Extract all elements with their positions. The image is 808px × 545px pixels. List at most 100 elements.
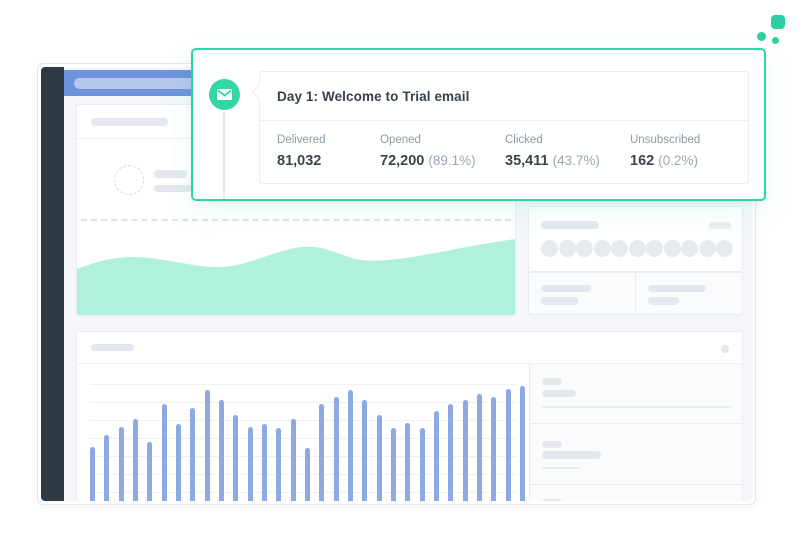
bar [118, 427, 124, 501]
bar [448, 404, 454, 501]
avatar-dot [681, 240, 698, 257]
stat-label: Unsubscribed [630, 134, 701, 146]
bar [476, 394, 482, 501]
decor-dot-small-icon [772, 37, 779, 44]
stat-label: Opened [380, 134, 421, 146]
decor-square-icon [771, 15, 785, 29]
gridline [90, 456, 517, 457]
skeleton-text-pill [154, 170, 187, 178]
skeleton-action-pill [709, 222, 731, 229]
stat-number: 162 [630, 153, 655, 169]
bar [233, 415, 239, 501]
bar [276, 428, 282, 501]
bar [491, 397, 497, 501]
gridline [90, 474, 517, 475]
bar [333, 397, 339, 501]
stat-cells-row [528, 272, 743, 315]
stat-number: 35,411 [505, 153, 549, 169]
avatar-dot [716, 240, 733, 257]
decor-dot-large-icon [757, 32, 766, 41]
bar [147, 442, 153, 501]
bar [433, 411, 439, 501]
stat-cell [528, 272, 636, 315]
bar [304, 448, 310, 501]
bar [319, 404, 325, 501]
skeleton-text-pill [542, 378, 562, 385]
stat-col-clicked: Clicked 35,411 (43.7%) [505, 134, 630, 169]
skeleton-title-pill [91, 118, 168, 126]
email-stats-popover: Day 1: Welcome to Trial email Delivered 8… [191, 48, 766, 201]
email-title: Day 1: Welcome to Trial email [277, 88, 470, 104]
avatar-dots-row [541, 240, 733, 257]
skeleton-rule [542, 406, 731, 408]
bar [419, 428, 425, 501]
bar [290, 419, 296, 501]
bar [190, 408, 196, 501]
skeleton-rule [542, 467, 581, 469]
skeleton-text-pill [542, 441, 562, 448]
dashed-divider [81, 219, 511, 221]
gridline [90, 402, 517, 403]
stat-percent: (89.1%) [428, 153, 476, 168]
bar [362, 400, 368, 501]
bars [77, 364, 529, 501]
stat-percent: (0.2%) [658, 153, 698, 168]
avatar-dot [611, 240, 628, 257]
skeleton-text-pill [648, 297, 679, 305]
avatar-dot [628, 240, 646, 257]
skeleton-text-pill [541, 285, 591, 292]
stat-percent: (43.7%) [552, 153, 600, 168]
bar [405, 423, 411, 501]
bar [90, 447, 95, 501]
timeline-connector [223, 112, 225, 199]
stat-number: 72,200 [380, 153, 425, 169]
stat-number: 81,032 [277, 153, 322, 169]
email-stats-card: Day 1: Welcome to Trial email Delivered 8… [251, 71, 749, 184]
bar [347, 390, 353, 501]
skeleton-text-pill [541, 297, 578, 305]
list-item [530, 364, 742, 424]
bar [175, 424, 181, 501]
bar [104, 435, 110, 501]
avatar-dot [663, 240, 681, 257]
dashed-avatar-placeholder [114, 165, 144, 195]
bar [218, 400, 224, 501]
bar [132, 419, 138, 501]
area-chart-wave [77, 239, 515, 315]
bar [247, 427, 253, 501]
skeleton-text-pill [542, 390, 576, 397]
stat-label: Delivered [277, 134, 326, 146]
gridline [90, 438, 517, 439]
avatar-dot [593, 240, 611, 257]
avatar-dot [576, 240, 593, 257]
card-header [77, 332, 742, 364]
stat-value: 81,032 [277, 153, 380, 169]
bar [505, 389, 511, 501]
gridline [90, 420, 517, 421]
skeleton-title-pill [541, 221, 599, 229]
skeleton-text-pill [542, 499, 562, 501]
bar [390, 428, 396, 501]
avatar-dot [698, 240, 716, 257]
email-title-row: Day 1: Welcome to Trial email [260, 72, 748, 121]
avatar-dot [541, 240, 558, 257]
bar [161, 404, 167, 501]
gridline [90, 492, 517, 493]
bar-chart-card [76, 331, 743, 501]
options-dot-icon [721, 345, 729, 353]
skeleton-title-pill [91, 344, 134, 351]
envelope-icon [209, 79, 240, 110]
list-item [530, 424, 742, 485]
avatars-card [528, 206, 743, 272]
list-item [530, 485, 742, 501]
stat-value: 162 (0.2%) [630, 153, 731, 169]
bar-chart-area [77, 364, 529, 501]
skeleton-text-pill [648, 285, 706, 292]
avatar-dot [646, 240, 663, 257]
bar [261, 424, 267, 501]
bar [462, 400, 468, 501]
skeleton-text-pill [154, 185, 192, 192]
sidebar [41, 67, 64, 501]
gridline [90, 384, 517, 385]
